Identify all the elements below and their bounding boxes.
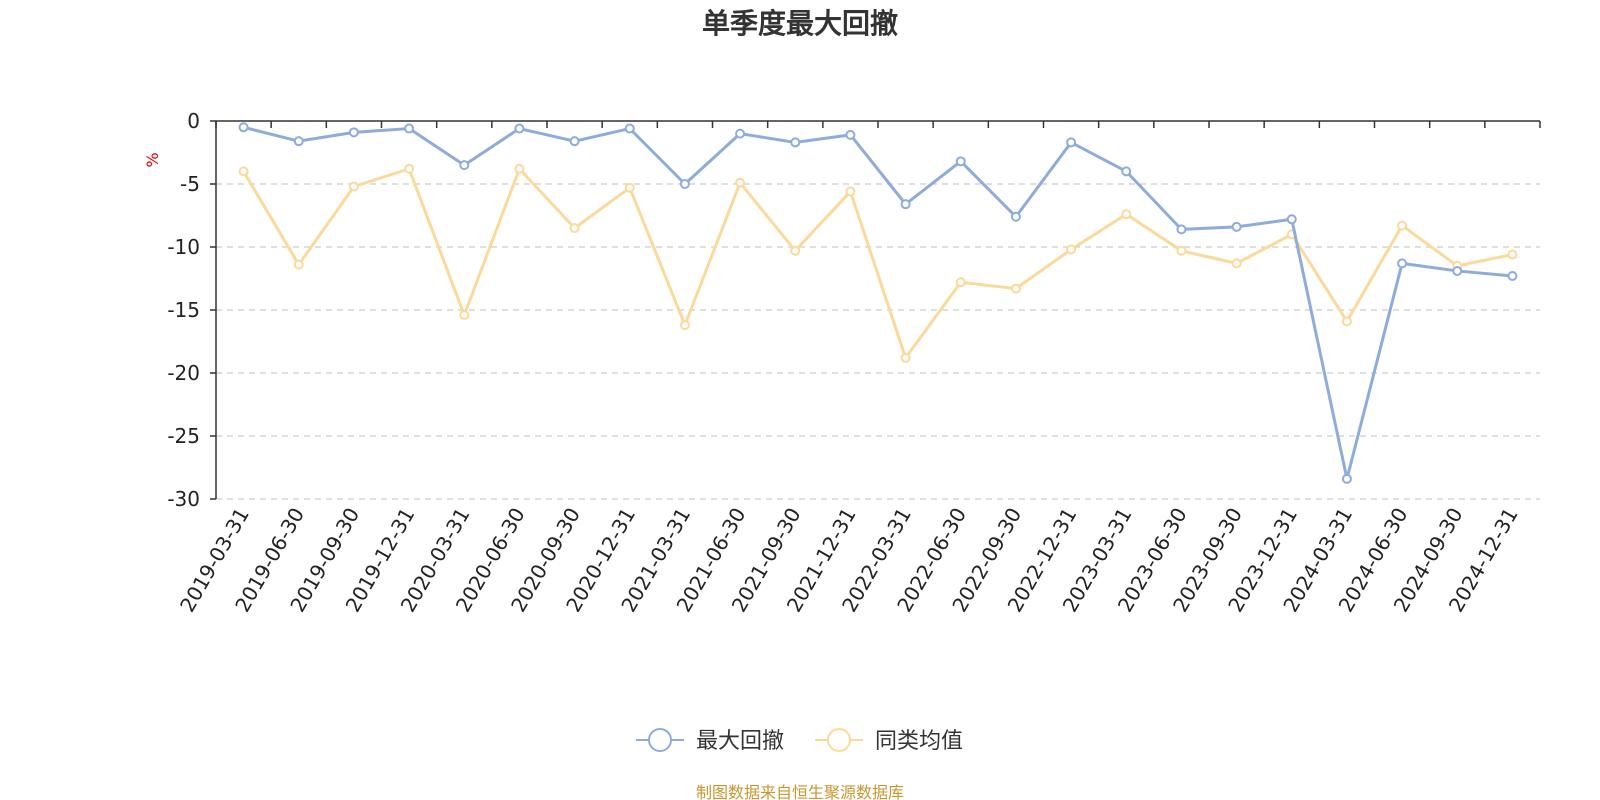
y-tick-label: -5	[180, 172, 200, 196]
data-point	[1176, 224, 1187, 235]
data-point	[348, 181, 359, 192]
data-point	[1176, 245, 1187, 256]
data-point	[624, 123, 635, 134]
data-point	[293, 259, 304, 270]
data-point	[790, 137, 801, 148]
data-point	[955, 156, 966, 167]
data-point	[1452, 265, 1463, 276]
data-point	[1397, 258, 1408, 269]
y-tick-label: -20	[167, 361, 200, 385]
data-point	[404, 123, 415, 134]
source-note: 制图数据来自恒生聚源数据库	[696, 783, 904, 800]
data-point	[1507, 270, 1518, 281]
series-line	[243, 125, 1513, 481]
data-point	[900, 352, 911, 363]
y-tick-label: 0	[187, 109, 200, 133]
y-tick-label: -10	[167, 235, 200, 259]
series-line	[242, 167, 1513, 360]
data-point	[348, 127, 359, 138]
data-point	[1286, 214, 1297, 225]
data-point	[238, 122, 249, 133]
y-tick-label: -15	[167, 298, 200, 322]
data-point	[900, 199, 911, 210]
data-point	[1341, 473, 1352, 484]
data-point	[790, 245, 801, 256]
data-point	[459, 160, 470, 171]
data-point	[955, 277, 966, 288]
legend-marker	[648, 728, 672, 752]
data-point	[845, 186, 856, 197]
axes: 0-5-10-15-20-25-302019-03-312019-06-3020…	[167, 109, 1541, 616]
data-point	[1341, 316, 1352, 327]
data-point	[735, 177, 746, 188]
data-point	[293, 136, 304, 147]
data-point	[1231, 258, 1242, 269]
legend: 最大回撤 同类均值	[636, 728, 963, 754]
data-point	[735, 128, 746, 139]
data-point	[1121, 166, 1132, 177]
legend-label: 最大回撤	[696, 729, 784, 754]
data-point	[679, 320, 690, 331]
data-point	[404, 163, 415, 174]
legend-marker	[827, 728, 851, 752]
data-point	[1231, 221, 1242, 232]
data-point	[1121, 209, 1132, 220]
legend-label: 同类均值	[875, 729, 963, 754]
grid-lines	[216, 183, 1540, 500]
data-point	[459, 310, 470, 321]
data-point	[514, 163, 525, 174]
series-lines	[238, 122, 1518, 484]
y-axis-unit: %	[143, 152, 162, 167]
chart-title: 单季度最大回撤	[702, 7, 898, 40]
data-point	[624, 182, 635, 193]
data-point	[1010, 211, 1021, 222]
data-point	[1066, 244, 1077, 255]
data-point	[238, 166, 249, 177]
data-point	[1397, 220, 1408, 231]
data-point	[569, 223, 580, 234]
y-tick-label: -30	[167, 487, 200, 511]
data-point	[514, 123, 525, 134]
data-point	[569, 136, 580, 147]
data-point	[1507, 249, 1518, 260]
y-tick-label: -25	[167, 424, 200, 448]
data-point	[1066, 137, 1077, 148]
data-point	[1010, 283, 1021, 294]
data-point	[845, 129, 856, 140]
data-point	[679, 179, 690, 189]
